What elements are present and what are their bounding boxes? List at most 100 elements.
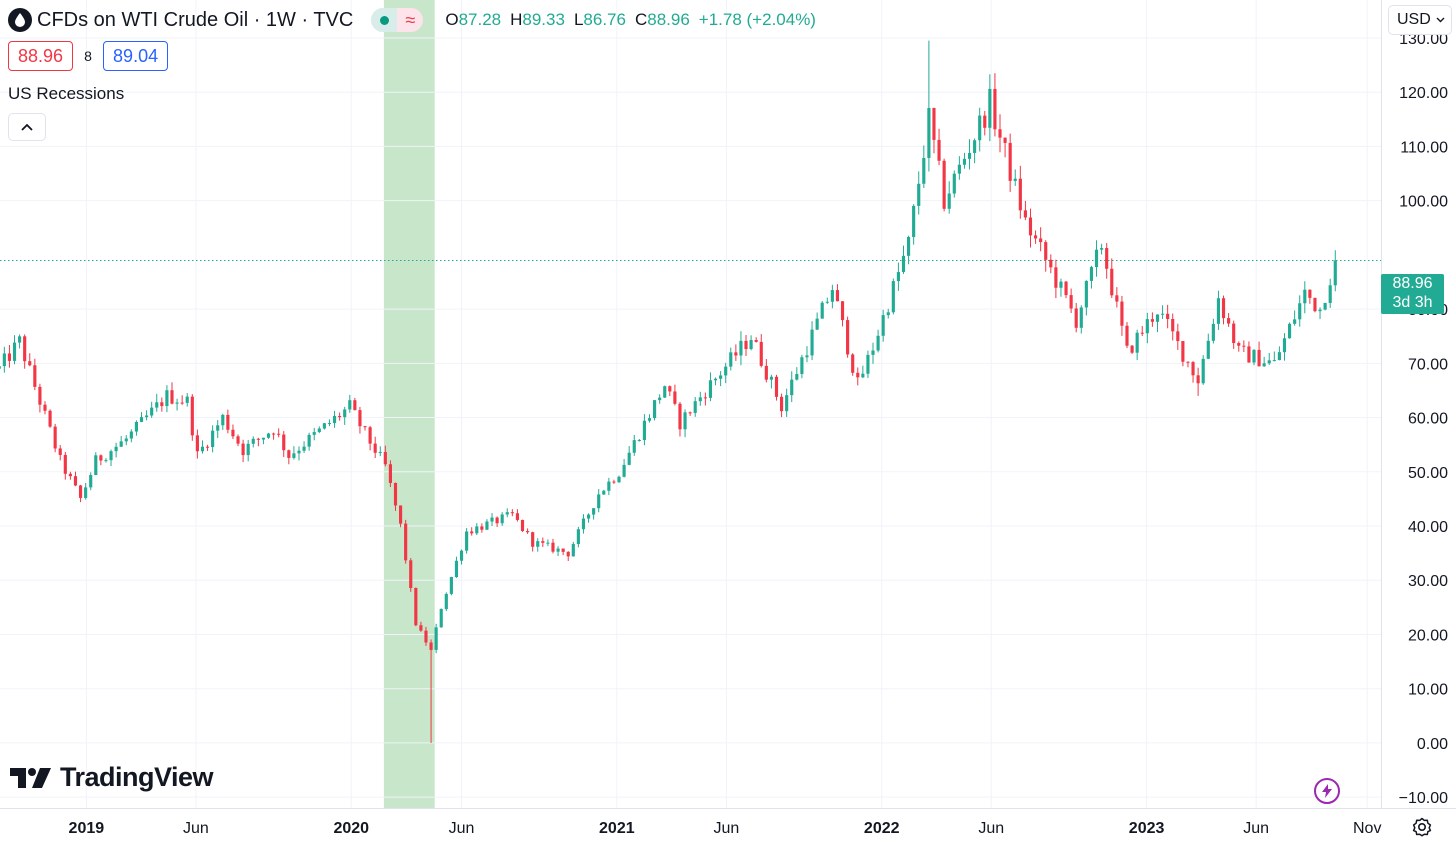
candle-down[interactable] bbox=[368, 427, 372, 444]
candle-up[interactable] bbox=[434, 627, 438, 650]
candle-down[interactable] bbox=[744, 340, 748, 350]
candle-down[interactable] bbox=[531, 532, 535, 547]
market-status-pill[interactable]: ≈ bbox=[371, 8, 424, 32]
candle-up[interactable] bbox=[175, 402, 179, 404]
candle-up[interactable] bbox=[1293, 319, 1297, 324]
candle-down[interactable] bbox=[68, 473, 72, 477]
candle-down[interactable] bbox=[754, 340, 758, 342]
candle-up[interactable] bbox=[465, 531, 469, 551]
candle-down[interactable] bbox=[205, 446, 210, 448]
candle-down[interactable] bbox=[409, 560, 413, 589]
candle-up[interactable] bbox=[637, 440, 641, 442]
candle-up[interactable] bbox=[134, 421, 139, 432]
candle-up[interactable] bbox=[1318, 309, 1322, 312]
candle-up[interactable] bbox=[322, 423, 326, 429]
candle-up[interactable] bbox=[261, 437, 266, 440]
candle-up[interactable] bbox=[1059, 281, 1063, 288]
candle-up[interactable] bbox=[891, 281, 895, 313]
candle-up[interactable] bbox=[2, 353, 6, 367]
candle-up[interactable] bbox=[124, 438, 128, 442]
candle-up[interactable] bbox=[1282, 338, 1287, 353]
candle-down[interactable] bbox=[1181, 341, 1185, 362]
candle-down[interactable] bbox=[983, 115, 987, 128]
candle-up[interactable] bbox=[825, 301, 829, 303]
candle-up[interactable] bbox=[150, 407, 154, 416]
candle-up[interactable] bbox=[647, 418, 652, 421]
candle-up[interactable] bbox=[266, 433, 271, 438]
candle-up[interactable] bbox=[119, 441, 123, 447]
candle-up[interactable] bbox=[1328, 285, 1332, 303]
candle-up[interactable] bbox=[94, 455, 98, 476]
candle-down[interactable] bbox=[393, 482, 398, 506]
candle-down[interactable] bbox=[1242, 345, 1246, 347]
candle-up[interactable] bbox=[1145, 319, 1149, 334]
candle-up[interactable] bbox=[348, 400, 352, 410]
candle-down[interactable] bbox=[99, 455, 103, 461]
candle-up[interactable] bbox=[297, 450, 301, 454]
candle-up[interactable] bbox=[739, 340, 743, 356]
candle-down[interactable] bbox=[774, 376, 779, 397]
candle-down[interactable] bbox=[277, 433, 281, 435]
candle-up[interactable] bbox=[332, 416, 337, 424]
candle-up[interactable] bbox=[769, 376, 773, 380]
candle-up[interactable] bbox=[246, 443, 250, 456]
candle-up[interactable] bbox=[1201, 358, 1205, 384]
candle-down[interactable] bbox=[190, 396, 194, 436]
candle-down[interactable] bbox=[419, 625, 423, 631]
candle-down[interactable] bbox=[851, 354, 855, 373]
candle-up[interactable] bbox=[724, 366, 728, 376]
candle-down[interactable] bbox=[272, 433, 276, 435]
candle-up[interactable] bbox=[790, 379, 794, 396]
candle-up[interactable] bbox=[713, 378, 718, 381]
candle-up[interactable] bbox=[216, 425, 220, 431]
candle-down[interactable] bbox=[1023, 210, 1027, 218]
candle-down[interactable] bbox=[1018, 178, 1022, 211]
candle-up[interactable] bbox=[444, 593, 448, 610]
candle-down[interactable] bbox=[226, 414, 230, 430]
candle-up[interactable] bbox=[896, 272, 900, 282]
candle-up[interactable] bbox=[221, 414, 225, 426]
candle-up[interactable] bbox=[251, 438, 255, 444]
candle-down[interactable] bbox=[942, 160, 946, 209]
candle-down[interactable] bbox=[734, 352, 738, 356]
chart-settings-button[interactable] bbox=[1409, 814, 1435, 840]
candle-up[interactable] bbox=[439, 609, 443, 628]
candle-up[interactable] bbox=[327, 423, 332, 425]
candle-up[interactable] bbox=[698, 397, 702, 402]
candle-up[interactable] bbox=[815, 318, 819, 330]
candle-down[interactable] bbox=[388, 464, 392, 483]
candle-up[interactable] bbox=[292, 453, 296, 458]
candle-down[interactable] bbox=[780, 396, 784, 412]
candle-up[interactable] bbox=[1013, 178, 1017, 181]
candle-down[interactable] bbox=[1150, 319, 1154, 322]
candle-up[interactable] bbox=[1160, 313, 1165, 315]
candle-down[interactable] bbox=[1120, 301, 1124, 326]
candle-down[interactable] bbox=[1232, 323, 1236, 344]
candle-up[interactable] bbox=[581, 518, 586, 530]
candle-down[interactable] bbox=[673, 391, 677, 404]
candle-up[interactable] bbox=[947, 193, 951, 209]
candle-up[interactable] bbox=[490, 517, 494, 522]
candle-down[interactable] bbox=[282, 434, 286, 451]
candle-down[interactable] bbox=[236, 436, 240, 444]
candle-down[interactable] bbox=[759, 341, 763, 366]
candle-up[interactable] bbox=[145, 415, 149, 418]
candle-up[interactable] bbox=[317, 428, 321, 433]
candle-up[interactable] bbox=[627, 452, 631, 465]
candle-up[interactable] bbox=[1287, 323, 1292, 339]
candle-up[interactable] bbox=[973, 140, 977, 153]
candle-up[interactable] bbox=[1252, 349, 1256, 363]
candle-up[interactable] bbox=[617, 476, 621, 483]
candle-down[interactable] bbox=[353, 400, 357, 411]
candle-down[interactable] bbox=[1237, 343, 1241, 346]
candle-up[interactable] bbox=[906, 237, 911, 256]
collapse-indicators-button[interactable] bbox=[8, 113, 46, 141]
candle-up[interactable] bbox=[109, 451, 113, 461]
candle-up[interactable] bbox=[1211, 323, 1215, 341]
candle-down[interactable] bbox=[856, 372, 860, 378]
candle-down[interactable] bbox=[998, 129, 1002, 138]
candle-up[interactable] bbox=[571, 544, 575, 557]
candle-up[interactable] bbox=[1135, 332, 1139, 353]
candle-down[interactable] bbox=[7, 353, 12, 361]
candle-down[interactable] bbox=[1166, 313, 1170, 319]
